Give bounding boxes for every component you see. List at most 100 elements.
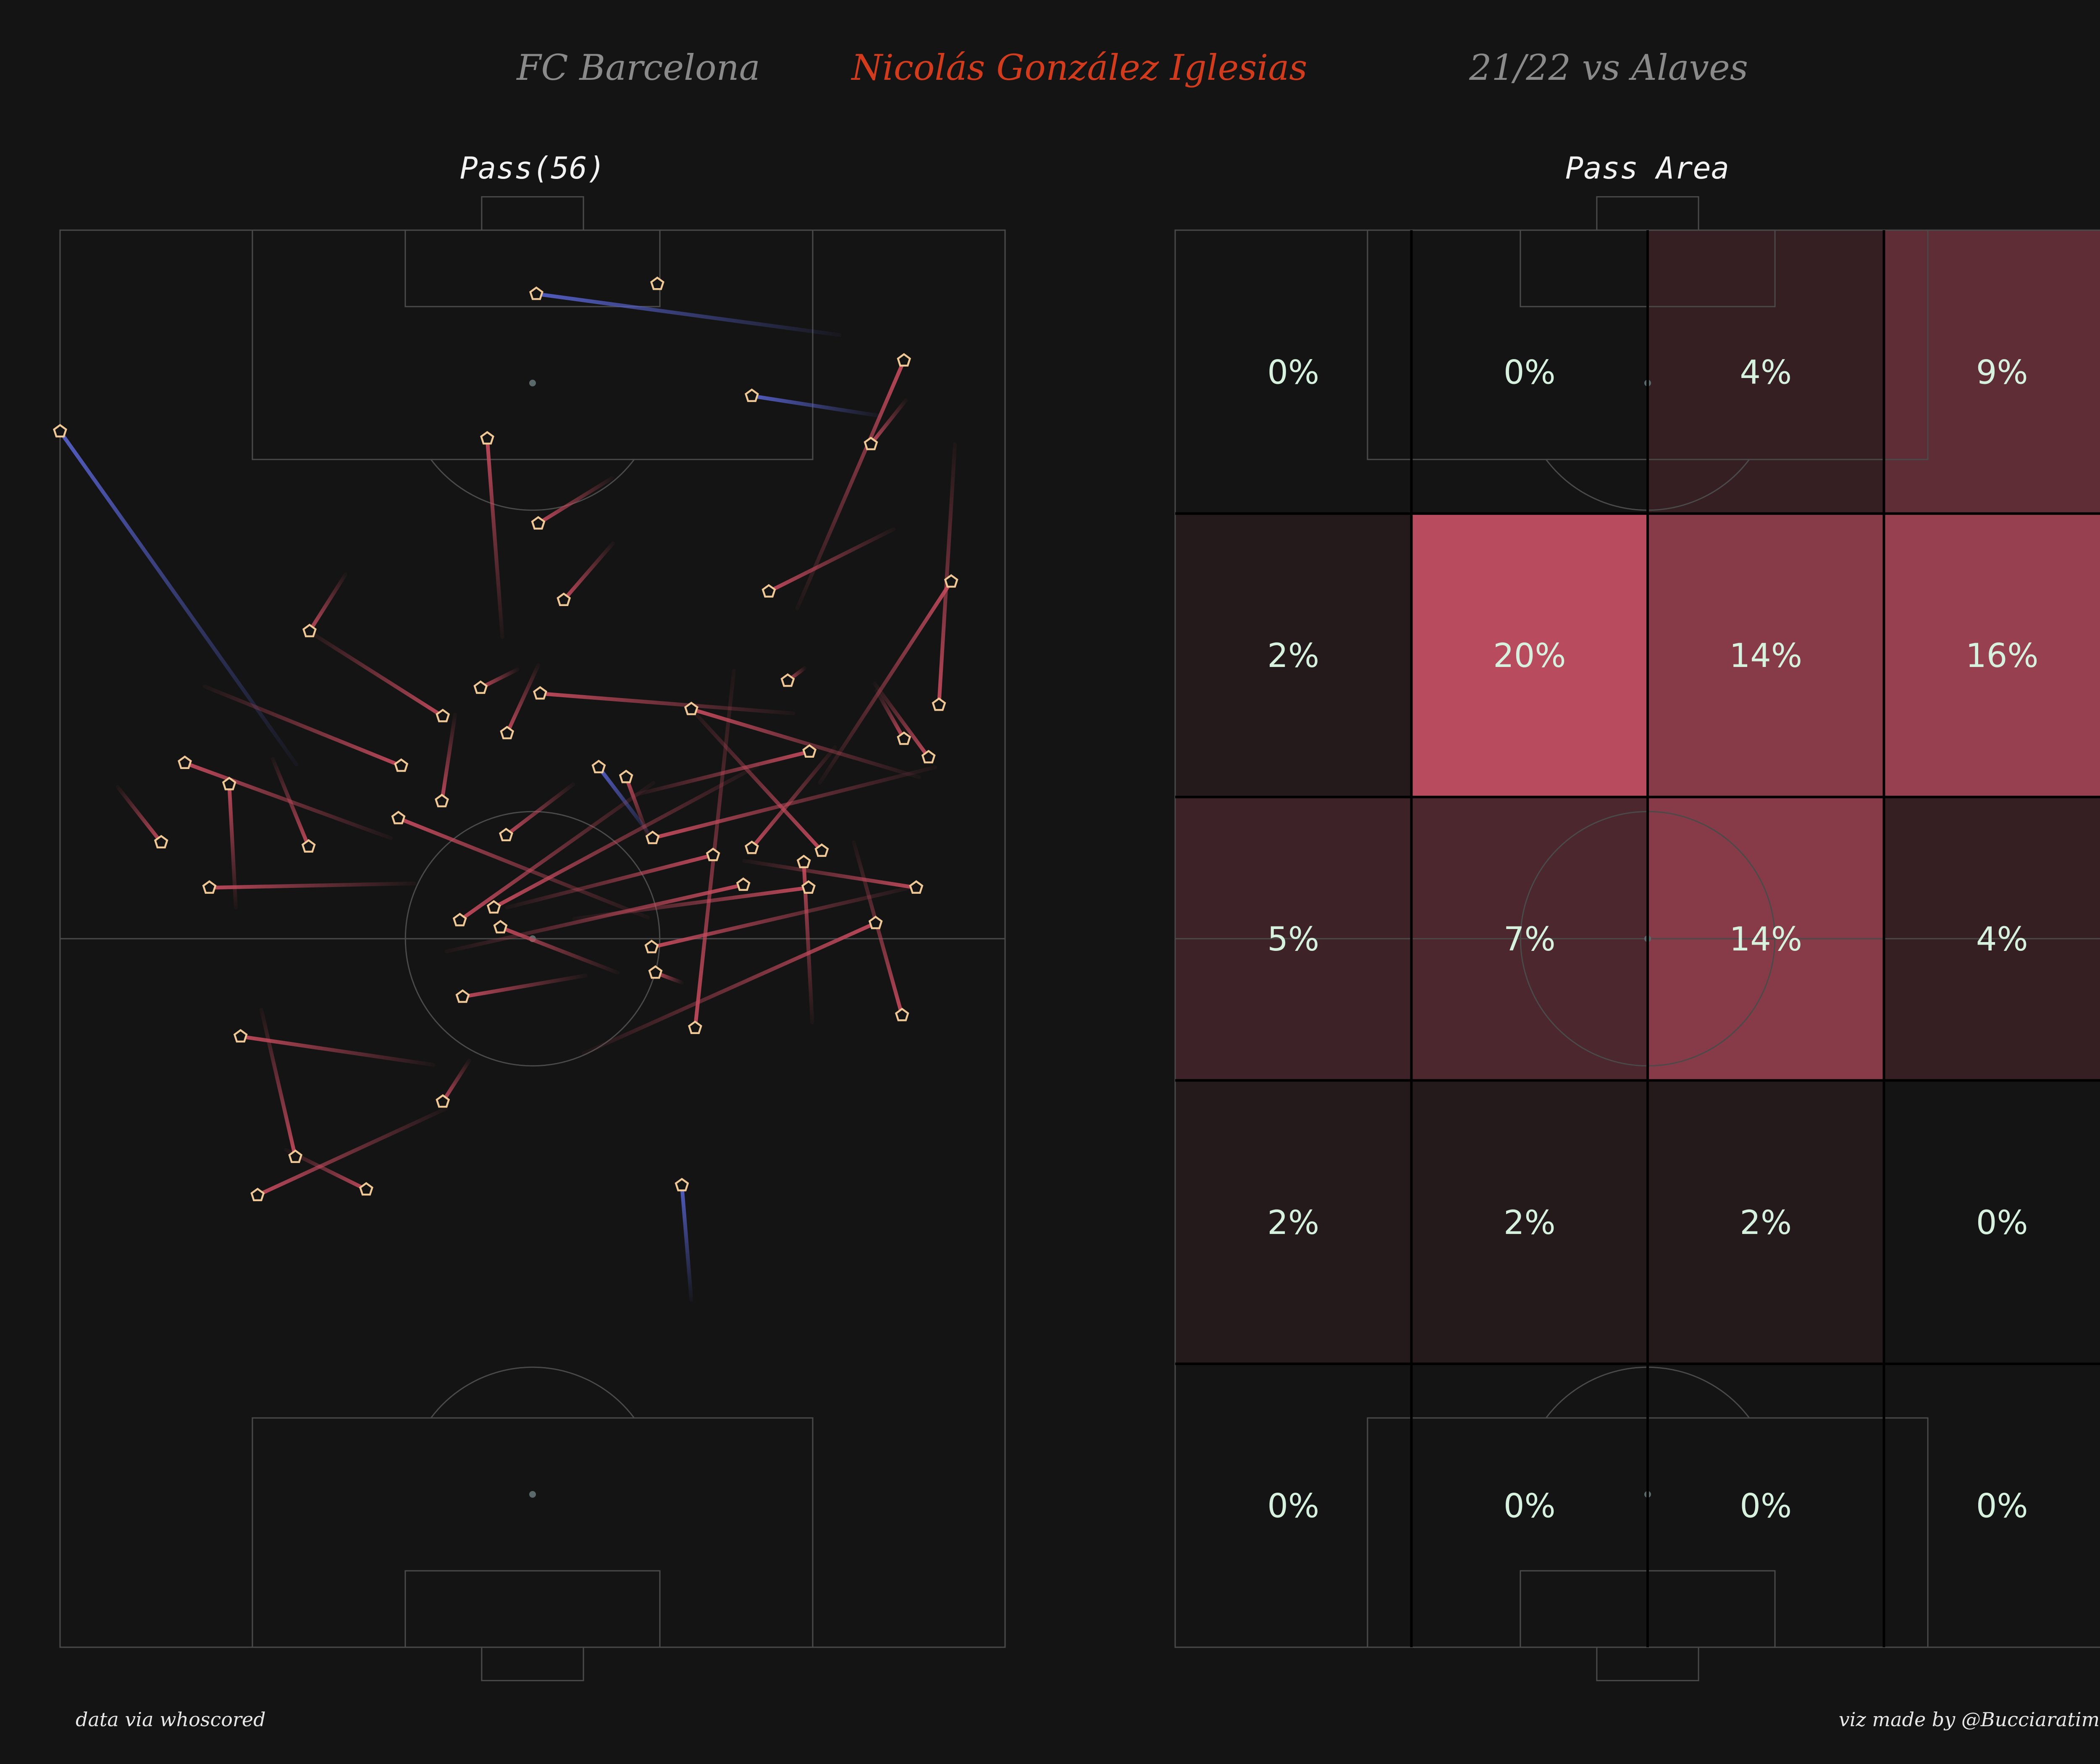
heatmap-percent-label: 0% <box>1976 1204 2028 1242</box>
heatmap-cell <box>1411 1364 1648 1647</box>
pass-origin-marker <box>897 353 911 367</box>
pass-origin-marker <box>556 592 571 606</box>
pass-line <box>538 691 795 716</box>
pass-line <box>116 785 163 845</box>
footer-credit: viz made by @Bucciaratimes <box>1839 1708 2100 1731</box>
pass-line <box>650 884 918 949</box>
pass-origin-marker <box>644 940 659 953</box>
pass-origin-marker <box>53 424 67 438</box>
pass-line <box>207 881 417 890</box>
heatmap-cell <box>1884 230 2100 514</box>
key-pass-line <box>534 292 842 337</box>
pass-origin-marker <box>802 744 817 758</box>
pass-area-title: Pass Area <box>1565 150 1729 186</box>
pass-origin-marker <box>650 276 664 290</box>
heatmap-cell <box>1884 1364 2100 1647</box>
heatmap-cell <box>1648 1080 1884 1364</box>
pass-origin-marker <box>435 793 449 808</box>
pass-origin-marker <box>455 989 470 1003</box>
key-pass-line <box>58 429 298 766</box>
heatmap-percent-label: 5% <box>1267 921 1319 958</box>
pass-line <box>307 572 347 633</box>
heatmap-cell <box>1175 1364 1412 1647</box>
pass-origin-marker <box>864 436 878 450</box>
heatmap-percent-label: 20% <box>1493 637 1566 675</box>
pass-origin-marker <box>909 880 924 894</box>
pass-origin-marker <box>301 839 316 853</box>
heatmap-cell <box>1884 1080 2100 1364</box>
bottom-goal <box>1596 1646 1699 1681</box>
pass-origin-marker <box>178 755 192 769</box>
pass-line <box>492 764 759 910</box>
pass-origin-marker <box>250 1187 265 1202</box>
pass-origin-marker <box>500 726 514 740</box>
heatmap-percent-label: 4% <box>1976 921 2028 958</box>
pass-origin-marker <box>154 835 168 848</box>
heatmap-percent-label: 9% <box>1976 354 2028 391</box>
pass-map-pitch <box>59 196 1006 1681</box>
pass-origin-marker <box>921 750 936 764</box>
key-pass-line <box>750 394 882 418</box>
pass-line <box>485 436 504 639</box>
pass-line <box>582 921 878 1055</box>
heatmap-cell <box>1411 1080 1648 1364</box>
pass-line <box>202 684 403 768</box>
pass-origin-marker <box>648 965 663 979</box>
pass-origin-marker <box>801 880 816 894</box>
pass-line <box>536 476 614 525</box>
pass-line <box>869 398 908 446</box>
pass-origin-marker <box>480 431 494 445</box>
pass-line <box>259 1008 297 1159</box>
pass-origin-marker <box>675 1178 689 1192</box>
heatmap-cell <box>1648 230 1884 514</box>
heatmap-percent-label: 0% <box>1740 1488 1792 1525</box>
heatmap-percent-label: 2% <box>1504 1204 1556 1242</box>
pass-line <box>750 746 837 850</box>
pass-origin-marker <box>868 916 883 929</box>
pass-line <box>874 689 906 741</box>
header-team: FC Barcelona <box>516 47 760 88</box>
pass-origin-marker <box>452 913 467 927</box>
pass-origin-marker <box>391 811 406 824</box>
pass-origin-marker <box>233 1029 248 1043</box>
pass-line <box>505 853 715 910</box>
pass-origin-marker <box>688 1020 702 1034</box>
pass-origin-marker <box>359 1182 373 1196</box>
pass-markers <box>53 276 958 1202</box>
pass-origin-marker <box>202 880 217 894</box>
pass-origin-marker <box>944 574 958 588</box>
top-penalty-box <box>252 229 814 460</box>
heatmap-percent-label: 0% <box>1267 1488 1319 1525</box>
heatmap-percent-label: 14% <box>1730 921 1802 958</box>
heatmap-percent-label: 0% <box>1504 354 1556 391</box>
pass-origin-marker <box>745 388 759 402</box>
pass-line <box>562 541 615 602</box>
top-penalty-arc <box>430 459 635 511</box>
pass-origin-marker <box>706 848 720 861</box>
heatmap-percent-label: 16% <box>1966 637 2038 675</box>
heatmap-cell <box>1884 513 2100 797</box>
heatmap-percent-label: 0% <box>1504 1488 1556 1525</box>
top-goal <box>481 196 584 231</box>
bottom-penalty-spot <box>529 1491 536 1498</box>
pass-area-labels: 0% 0% 4% 9% 2% 20% 14% 16% 5% 7% 14% 4% 2% 2% 2% 0% 0% 0%… <box>1267 354 2038 1525</box>
pass-line <box>441 1058 471 1104</box>
pass-area-grid <box>1175 230 2100 1647</box>
heatmap-cell <box>1411 513 1648 797</box>
heatmap-cell <box>1175 230 1412 514</box>
heatmap-percent-label: 2% <box>1740 1204 1792 1242</box>
pass-origin-marker <box>684 701 698 715</box>
pass-line <box>572 886 811 921</box>
pass-origin-marker <box>895 1008 909 1021</box>
centre-circle <box>404 811 661 1067</box>
bottom-six-yard-box <box>404 1570 661 1648</box>
pass-line <box>742 858 918 890</box>
pass-line <box>440 713 457 803</box>
pass-line <box>505 663 540 735</box>
pass-origin-marker <box>814 843 829 857</box>
pass-origin-marker <box>436 709 450 722</box>
pass-line <box>239 1034 436 1067</box>
top-penalty-spot <box>529 379 536 386</box>
pass-origin-marker <box>436 1094 450 1108</box>
